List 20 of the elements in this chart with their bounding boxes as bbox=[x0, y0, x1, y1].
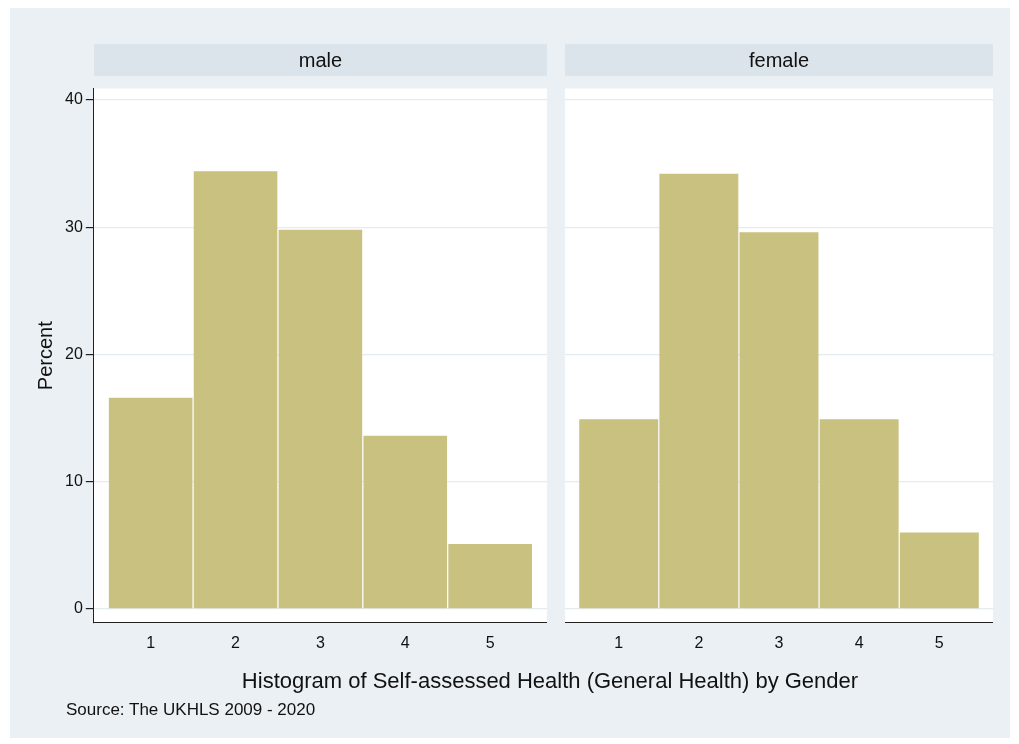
x-tick-label: 5 bbox=[934, 633, 944, 651]
x-tick-label: 4 bbox=[400, 633, 410, 651]
y-tick-label: 10 bbox=[65, 472, 83, 490]
x-tick-label: 2 bbox=[694, 633, 704, 651]
chart-title: female bbox=[565, 44, 993, 76]
y-axis-title: Percent bbox=[33, 320, 56, 391]
y-tick-label: 30 bbox=[65, 217, 83, 235]
x-tick-label: 3 bbox=[315, 633, 325, 651]
chart-title: male bbox=[93, 44, 547, 76]
x-tick-label: 5 bbox=[485, 633, 495, 651]
y-tick-label: 0 bbox=[73, 599, 83, 617]
y-tick-label: 20 bbox=[65, 344, 83, 362]
source-note: Source: The UKHLS 2009 - 2020 bbox=[66, 700, 316, 720]
x-tick-label: 1 bbox=[614, 633, 624, 651]
x-tick-label: 1 bbox=[146, 633, 156, 651]
y-tick-label: 40 bbox=[65, 90, 83, 108]
x-tick-label: 4 bbox=[854, 633, 864, 651]
x-tick-label: 2 bbox=[231, 633, 241, 651]
x-axis-title: Histogram of Self-assessed Health (General Health) by Gender bbox=[240, 668, 860, 694]
x-tick-label: 3 bbox=[774, 633, 784, 651]
